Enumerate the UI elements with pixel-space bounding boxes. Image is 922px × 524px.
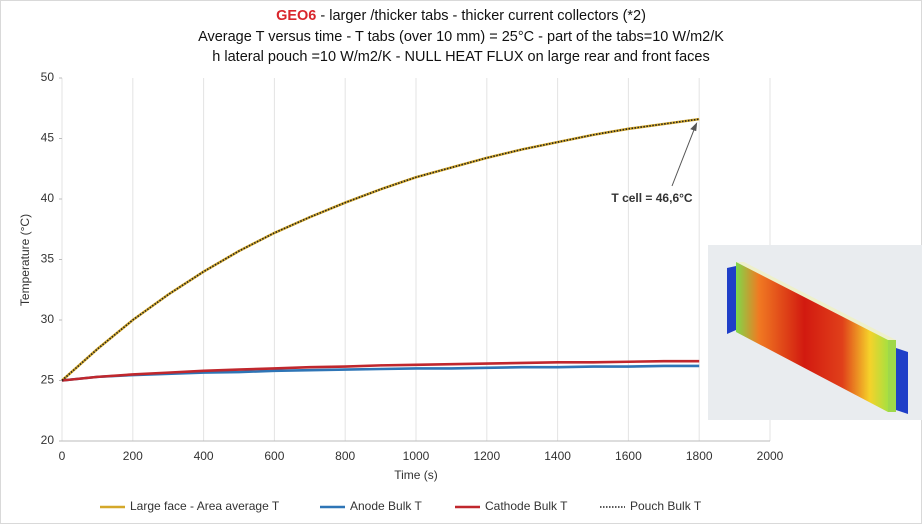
chart-title: GEO6 - larger /thicker tabs - thicker cu… xyxy=(276,8,646,24)
x-axis-label: Time (s) xyxy=(394,468,438,482)
x-tick-label: 1800 xyxy=(686,449,713,463)
legend-label: Anode Bulk T xyxy=(350,499,422,513)
y-tick-label: 50 xyxy=(41,70,55,84)
chart: GEO6 - larger /thicker tabs - thicker cu… xyxy=(0,0,922,524)
y-tick-label: 30 xyxy=(41,312,55,326)
y-tick-label: 35 xyxy=(41,252,55,266)
annotation: T cell = 46,6°C xyxy=(611,191,693,205)
inset-image xyxy=(708,245,922,420)
y-tick-label: 45 xyxy=(41,131,55,145)
x-tick-label: 1000 xyxy=(403,449,430,463)
y-tick-label: 25 xyxy=(41,373,55,387)
y-tick-label: 20 xyxy=(41,433,55,447)
title-text: - larger /thicker tabs - thicker current… xyxy=(316,8,646,24)
tab-left xyxy=(727,266,736,334)
x-tick-label: 600 xyxy=(264,449,284,463)
subtitle: Average T versus time - T tabs (over 10 … xyxy=(198,29,724,45)
y-axis-label: Temperature (°C) xyxy=(18,214,32,306)
x-tick-label: 400 xyxy=(194,449,214,463)
tab-right xyxy=(896,348,908,414)
x-tick-label: 200 xyxy=(123,449,143,463)
x-tick-label: 1200 xyxy=(473,449,500,463)
legend-label: Pouch Bulk T xyxy=(630,499,702,513)
x-tick-label: 1400 xyxy=(544,449,571,463)
subtitle: h lateral pouch =10 W/m2/K - NULL HEAT F… xyxy=(212,49,709,65)
x-tick-label: 2000 xyxy=(757,449,784,463)
x-tick-label: 0 xyxy=(59,449,66,463)
x-tick-label: 1600 xyxy=(615,449,642,463)
legend-label: Cathode Bulk T xyxy=(485,499,568,513)
title-highlight: GEO6 xyxy=(276,8,316,24)
legend-label: Large face - Area average T xyxy=(130,499,280,513)
slab-side xyxy=(888,340,896,412)
x-tick-label: 800 xyxy=(335,449,355,463)
y-tick-label: 40 xyxy=(41,191,55,205)
